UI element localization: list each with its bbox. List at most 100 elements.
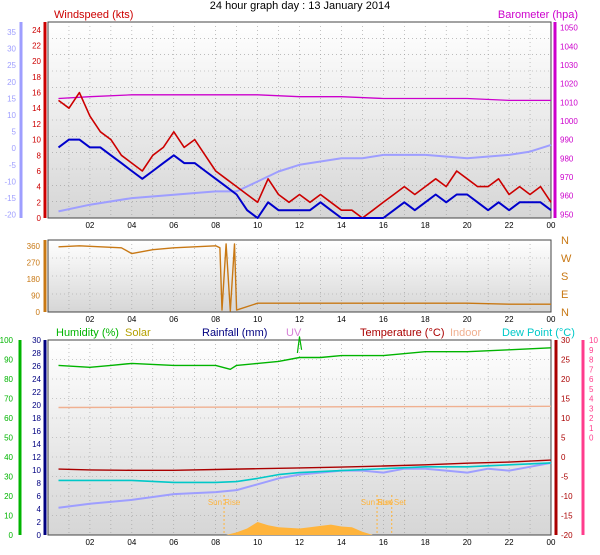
rainfall-tick-label: 0 (37, 531, 42, 540)
rainfall-tick-label: 2 (37, 518, 42, 527)
windspeed-line (58, 91, 552, 219)
temperature-tick-label: -5 (561, 473, 569, 482)
legend-entry: Rainfall (mm) (202, 327, 267, 339)
compass-tick-label: N (561, 307, 569, 319)
sun-marker-label: Sun Rise (361, 498, 394, 507)
barometer-tick-label: 1020 (560, 80, 578, 89)
wind-average-line (57, 138, 552, 219)
solar-area (226, 522, 373, 535)
compass-tick-label: N (561, 235, 569, 247)
humidity-tick-label: 30 (4, 473, 13, 482)
barometer-tick-label: 1050 (560, 24, 578, 33)
temperature-tick-label: -20 (561, 531, 573, 540)
barometer-tick-label: 1040 (560, 42, 578, 51)
windspeed-tick-label: 10 (32, 136, 41, 145)
temperature-tick-label: 30 (561, 336, 570, 345)
temperature-tick-label: 20 (561, 375, 570, 384)
temp-outer-tick-label: 5 (12, 128, 17, 137)
uv-tick-label: 1 (589, 424, 594, 433)
multi-x-tick-label: 20 (463, 538, 472, 547)
legend-entry: Indoor (450, 327, 482, 339)
rainfall-tick-label: 26 (32, 362, 41, 371)
legend-entry: Temperature (°C) (360, 327, 444, 339)
humidity-line (58, 347, 552, 370)
uv-tick-label: 5 (589, 385, 594, 394)
compass-tick-label: E (561, 289, 568, 301)
multi-x-tick-label: 22 (505, 538, 514, 547)
page-title: 24 hour graph day : 13 January 2014 (209, 0, 391, 12)
dir-x-tick-label: 06 (169, 315, 178, 324)
humidity-tick-label: 10 (4, 512, 13, 521)
temperature-tick-label: 5 (561, 434, 566, 443)
rainfall-tick-label: 12 (32, 453, 41, 462)
temp-outer-tick-label: -20 (4, 211, 16, 220)
dir-x-tick-label: 16 (379, 315, 388, 324)
barometer-tick-label: 1030 (560, 61, 578, 70)
temp-outer-tick-label: 30 (7, 45, 16, 54)
humidity-tick-label: 0 (9, 531, 14, 540)
compass-tick-label: S (561, 271, 568, 283)
barometer-tick-label: 990 (560, 136, 574, 145)
rainfall-tick-label: 14 (32, 440, 41, 449)
wind-x-tick-label: 16 (379, 221, 388, 230)
temp-outer-tick-label: -10 (4, 177, 16, 186)
multi-x-tick-label: 02 (85, 538, 94, 547)
wind-x-tick-label: 18 (421, 221, 430, 230)
rainfall-tick-label: 18 (32, 414, 41, 423)
rainfall-tick-label: 10 (32, 466, 41, 475)
temp-outer-tick-label: 15 (7, 94, 16, 103)
multi-x-tick-label: 12 (295, 538, 304, 547)
compass-tick-label: W (561, 253, 572, 265)
humidity-tick-label: 80 (4, 375, 13, 384)
direction-tick-label: 180 (27, 275, 41, 284)
multi-plot-area (47, 339, 552, 536)
wind-x-tick-label: 08 (211, 221, 220, 230)
dir-x-tick-label: 10 (253, 315, 262, 324)
uv-tick-label: 9 (589, 346, 594, 355)
wind-x-tick-label: 20 (463, 221, 472, 230)
wind-x-tick-label: 22 (505, 221, 514, 230)
windspeed-tick-label: 24 (32, 26, 41, 35)
barometer-axis-title: Barometer (hpa) (498, 9, 578, 21)
sun-marker-label: Sun Rise (208, 498, 241, 507)
dir-x-tick-label: 00 (547, 315, 556, 324)
multi-x-tick-label: 16 (379, 538, 388, 547)
indoor-line (58, 405, 552, 409)
rainfall-tick-label: 24 (32, 375, 41, 384)
rainfall-tick-label: 6 (37, 492, 42, 501)
windspeed-tick-label: 8 (37, 151, 42, 160)
uv-spike-line (296, 336, 303, 354)
windspeed-tick-label: 2 (37, 198, 42, 207)
humidity-tick-label: 60 (4, 414, 13, 423)
wind-plot-area (47, 21, 552, 219)
multi-x-tick-label: 04 (127, 538, 136, 547)
dir-x-tick-label: 08 (211, 315, 220, 324)
direction-tick-label: 0 (36, 308, 41, 317)
temp-outer-tick-label: 10 (7, 111, 16, 120)
direction-tick-label: 270 (27, 258, 41, 267)
dir-x-tick-label: 04 (127, 315, 136, 324)
humidity-tick-label: 40 (4, 453, 13, 462)
temp-outer-tick-label: 20 (7, 78, 16, 87)
wind-x-tick-label: 06 (169, 221, 178, 230)
wind-x-tick-label: 14 (337, 221, 346, 230)
temp-outer-tick-label: 35 (7, 28, 16, 37)
uv-tick-label: 10 (589, 336, 598, 345)
legend-entry: Dew Point (°C) (502, 327, 575, 339)
uv-tick-label: 0 (589, 434, 594, 443)
windspeed-tick-label: 12 (32, 120, 41, 129)
rainfall-tick-label: 16 (32, 427, 41, 436)
wind-direction-line (58, 243, 551, 312)
barometer-tick-label: 970 (560, 173, 574, 182)
humidity-tick-label: 90 (4, 356, 13, 365)
windspeed-tick-label: 6 (37, 167, 42, 176)
temperature-tick-label: -15 (561, 512, 573, 521)
wind-x-tick-label: 10 (253, 221, 262, 230)
direction-tick-label: 360 (27, 242, 41, 251)
windspeed-tick-label: 18 (32, 73, 41, 82)
humidity-tick-label: 20 (4, 492, 13, 501)
temp-outer-tick-label: -5 (9, 161, 17, 170)
temperature-tick-label: 0 (561, 453, 566, 462)
wind-x-tick-label: 02 (85, 221, 94, 230)
